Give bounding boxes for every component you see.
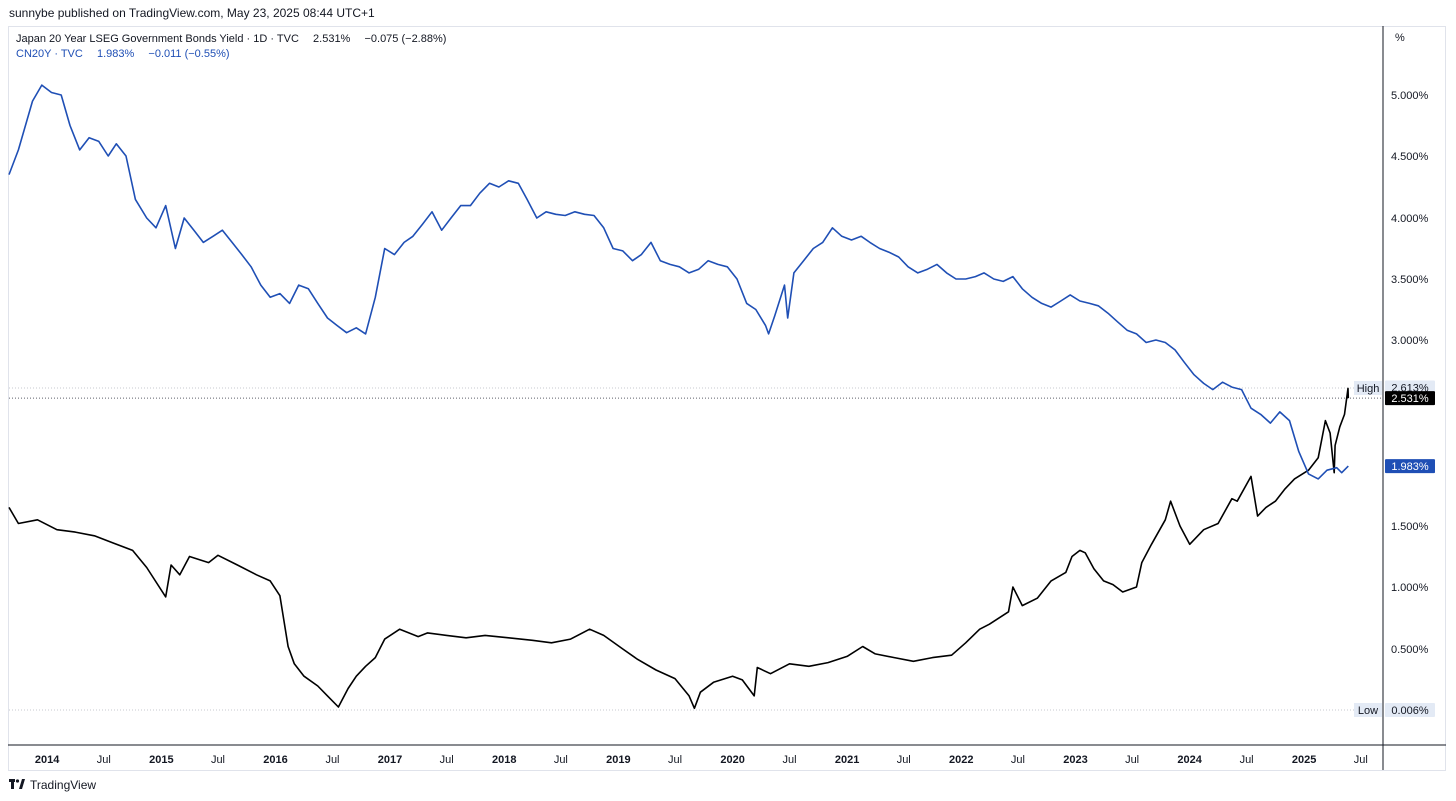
high-value-badge xyxy=(1385,380,1435,395)
tradingview-logo[interactable]: TradingView xyxy=(9,778,96,792)
legend-jp-change: −0.075 (−2.88%) xyxy=(364,33,447,45)
x-tick-label: 2025 xyxy=(1292,754,1316,766)
y-tick-label: 0.500% xyxy=(1391,644,1429,656)
x-tick-label: 2018 xyxy=(492,754,516,766)
x-tick-label: Jul xyxy=(897,754,911,766)
x-tick-label: Jul xyxy=(325,754,339,766)
jp-last-badge-label: 2.531% xyxy=(1391,393,1429,405)
high-tag-label: High xyxy=(1357,383,1380,395)
x-tick-label: Jul xyxy=(554,754,568,766)
x-tick-label: 2016 xyxy=(263,754,287,766)
publish-byline: sunnybe published on TradingView.com, Ma… xyxy=(9,6,375,20)
legend-cn-change: −0.011 (−0.55%) xyxy=(148,48,230,60)
x-tick-label: 2020 xyxy=(720,754,744,766)
cn-last-badge xyxy=(1385,459,1435,474)
low-tag xyxy=(1354,703,1382,717)
jp-last-badge xyxy=(1385,391,1435,406)
legend-cn-name: CN20Y · TVC xyxy=(16,48,83,60)
y-tick-label: 4.500% xyxy=(1391,151,1429,163)
x-tick-label: Jul xyxy=(97,754,111,766)
x-tick-label: Jul xyxy=(668,754,682,766)
x-tick-label: Jul xyxy=(440,754,454,766)
legend-cn-row[interactable]: CN20Y · TVC 1.983% −0.011 (−0.55%) xyxy=(16,47,446,62)
x-tick-label: 2022 xyxy=(949,754,973,766)
cn-last-badge-label: 1.983% xyxy=(1391,461,1429,473)
x-tick-label: 2015 xyxy=(149,754,173,766)
legend-jp-value: 2.531% xyxy=(313,33,351,45)
high-tag xyxy=(1354,380,1382,395)
legend-cn-value: 1.983% xyxy=(96,48,135,60)
legend-jp-row[interactable]: Japan 20 Year LSEG Government Bonds Yiel… xyxy=(16,32,446,47)
cn-yield-line[interactable] xyxy=(8,84,1349,480)
x-tick-label: Jul xyxy=(783,754,797,766)
y-tick-label: 3.000% xyxy=(1391,335,1429,347)
x-tick-label: 2014 xyxy=(35,754,60,766)
x-tick-label: 2023 xyxy=(1063,754,1087,766)
low-tag-label: Low xyxy=(1358,705,1378,717)
tradingview-logo-icon xyxy=(9,778,25,792)
y-tick-label: 5.000% xyxy=(1391,90,1429,102)
x-tick-label: Jul xyxy=(1125,754,1139,766)
y-tick-label: 4.000% xyxy=(1391,213,1429,225)
y-tick-label: 1.000% xyxy=(1391,582,1429,594)
x-tick-label: Jul xyxy=(211,754,225,766)
jp-yield-line[interactable] xyxy=(8,387,1350,710)
x-tick-label: 2017 xyxy=(378,754,402,766)
y-tick-label: 1.500% xyxy=(1391,521,1429,533)
y-tick-label: 3.500% xyxy=(1391,274,1429,286)
low-value-badge-label: 0.006% xyxy=(1391,705,1429,717)
x-tick-label: 2024 xyxy=(1177,754,1202,766)
legend: Japan 20 Year LSEG Government Bonds Yiel… xyxy=(16,32,446,62)
tradingview-logo-text: TradingView xyxy=(30,778,97,792)
x-tick-label: 2021 xyxy=(835,754,859,766)
low-value-badge xyxy=(1385,703,1435,717)
x-tick-label: 2019 xyxy=(606,754,630,766)
percent-scale-button[interactable]: % xyxy=(1395,32,1405,44)
chart-panel xyxy=(8,26,1446,771)
x-tick-label: Jul xyxy=(1354,754,1368,766)
x-tick-label: Jul xyxy=(1011,754,1025,766)
legend-jp-name: Japan 20 Year LSEG Government Bonds Yiel… xyxy=(16,33,299,45)
x-tick-label: Jul xyxy=(1240,754,1254,766)
